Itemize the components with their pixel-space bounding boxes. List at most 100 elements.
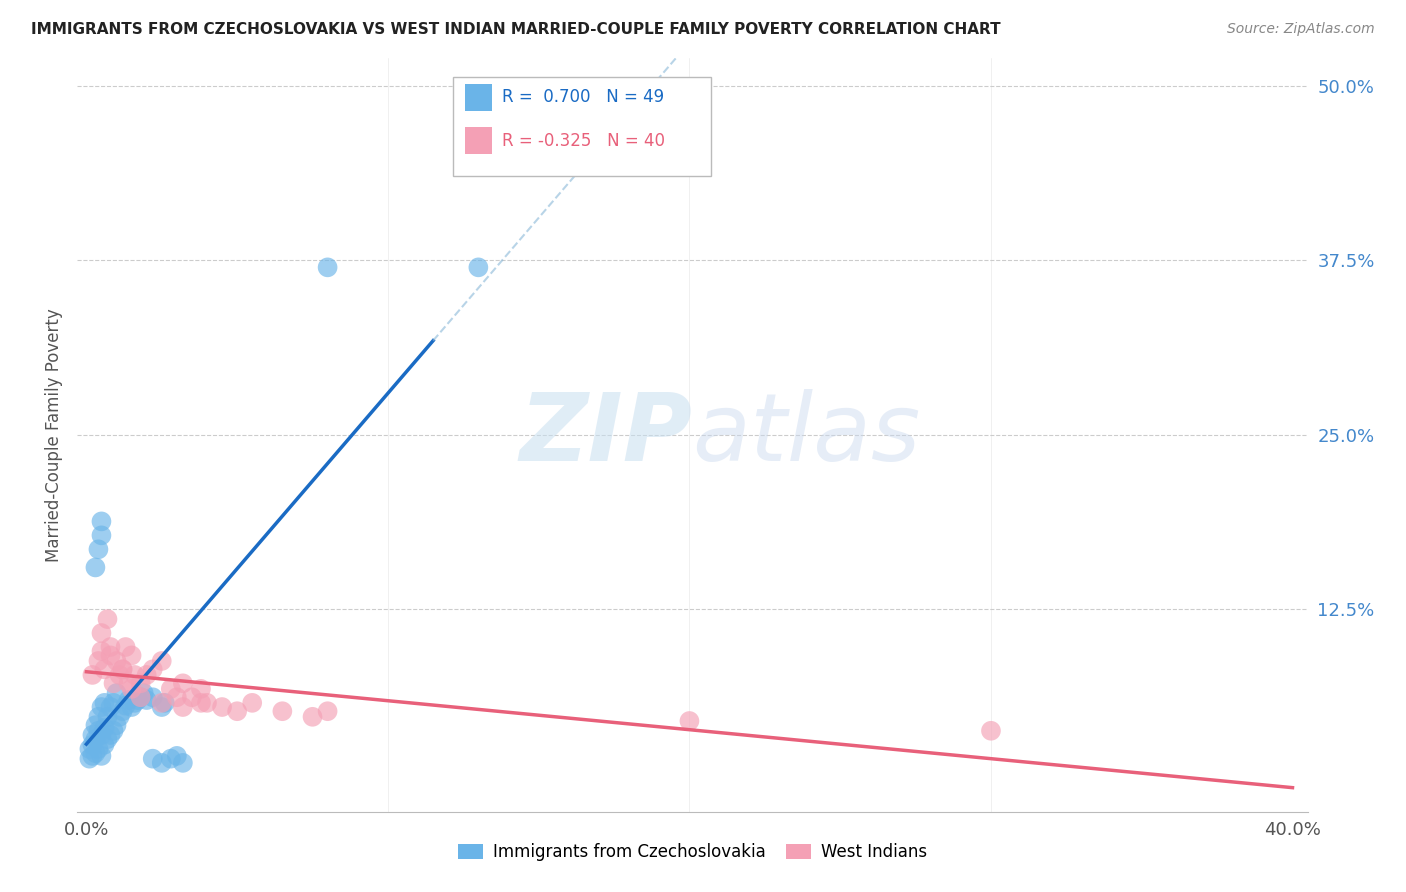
Point xyxy=(153,696,176,710)
Point xyxy=(100,648,122,663)
Point xyxy=(127,693,149,707)
Point xyxy=(117,693,139,707)
Point xyxy=(105,654,128,668)
Point xyxy=(84,560,107,574)
Point xyxy=(111,662,134,676)
Legend: Immigrants from Czechoslovakia, West Indians: Immigrants from Czechoslovakia, West Ind… xyxy=(451,836,934,867)
Point xyxy=(240,696,263,710)
Bar xyxy=(465,128,492,153)
Point xyxy=(93,696,115,710)
Point xyxy=(301,710,323,724)
Point xyxy=(172,756,194,770)
Point xyxy=(150,696,173,710)
Point xyxy=(79,742,101,756)
Point xyxy=(678,714,700,728)
Point xyxy=(96,732,118,747)
Point xyxy=(82,668,104,682)
Point xyxy=(166,690,188,705)
Point xyxy=(142,752,165,766)
Point xyxy=(90,748,112,763)
Text: R = -0.325   N = 40: R = -0.325 N = 40 xyxy=(502,132,665,150)
Point xyxy=(103,696,125,710)
Point xyxy=(159,681,181,696)
Point xyxy=(129,676,152,690)
Point xyxy=(105,686,128,700)
Point xyxy=(135,668,157,682)
Text: Source: ZipAtlas.com: Source: ZipAtlas.com xyxy=(1227,22,1375,37)
Point xyxy=(467,260,489,275)
Point xyxy=(124,696,146,710)
Point xyxy=(150,756,173,770)
Point xyxy=(142,690,165,705)
Point xyxy=(82,738,104,752)
Point xyxy=(316,260,339,275)
Point xyxy=(105,718,128,732)
Point xyxy=(90,644,112,658)
Point xyxy=(150,700,173,714)
Point xyxy=(93,738,115,752)
Point xyxy=(87,723,110,738)
Point xyxy=(108,668,131,682)
Point xyxy=(150,654,173,668)
Point xyxy=(96,710,118,724)
Point xyxy=(87,742,110,756)
Point xyxy=(180,690,202,705)
Point xyxy=(103,723,125,738)
Point xyxy=(87,542,110,557)
Point xyxy=(172,676,194,690)
Point xyxy=(100,728,122,742)
Point xyxy=(121,700,143,714)
Point xyxy=(129,690,152,705)
Point xyxy=(82,748,104,763)
Point xyxy=(93,721,115,735)
Point xyxy=(90,728,112,742)
Point xyxy=(316,704,339,718)
Point xyxy=(100,640,122,654)
Text: R =  0.700   N = 49: R = 0.700 N = 49 xyxy=(502,88,664,106)
Point xyxy=(108,710,131,724)
Text: atlas: atlas xyxy=(693,389,921,481)
Point xyxy=(87,710,110,724)
Point xyxy=(135,693,157,707)
Point xyxy=(111,704,134,718)
Text: IMMIGRANTS FROM CZECHOSLOVAKIA VS WEST INDIAN MARRIED-COUPLE FAMILY POVERTY CORR: IMMIGRANTS FROM CZECHOSLOVAKIA VS WEST I… xyxy=(31,22,1001,37)
Point xyxy=(90,528,112,542)
Point xyxy=(142,662,165,676)
Point xyxy=(132,686,155,700)
FancyBboxPatch shape xyxy=(453,77,711,177)
Point xyxy=(114,640,136,654)
Point xyxy=(980,723,1002,738)
Point xyxy=(87,654,110,668)
Point xyxy=(111,662,134,676)
Point xyxy=(90,700,112,714)
Point xyxy=(84,746,107,760)
Point xyxy=(121,681,143,696)
Point xyxy=(124,668,146,682)
Point xyxy=(271,704,294,718)
Point xyxy=(190,681,212,696)
Point xyxy=(129,690,152,705)
Point xyxy=(90,515,112,529)
Point xyxy=(195,696,218,710)
Point xyxy=(114,698,136,713)
Bar xyxy=(465,85,492,111)
Point xyxy=(79,752,101,766)
Point xyxy=(211,700,233,714)
Point xyxy=(93,662,115,676)
Point xyxy=(121,648,143,663)
Point xyxy=(117,676,139,690)
Point xyxy=(100,700,122,714)
Point xyxy=(90,626,112,640)
Point xyxy=(190,696,212,710)
Point xyxy=(103,676,125,690)
Point xyxy=(159,752,181,766)
Point xyxy=(172,700,194,714)
Y-axis label: Married-Couple Family Poverty: Married-Couple Family Poverty xyxy=(45,308,63,562)
Point xyxy=(82,728,104,742)
Text: ZIP: ZIP xyxy=(520,389,693,481)
Point xyxy=(166,748,188,763)
Point xyxy=(84,718,107,732)
Point xyxy=(226,704,249,718)
Point xyxy=(96,612,118,626)
Point xyxy=(84,732,107,747)
